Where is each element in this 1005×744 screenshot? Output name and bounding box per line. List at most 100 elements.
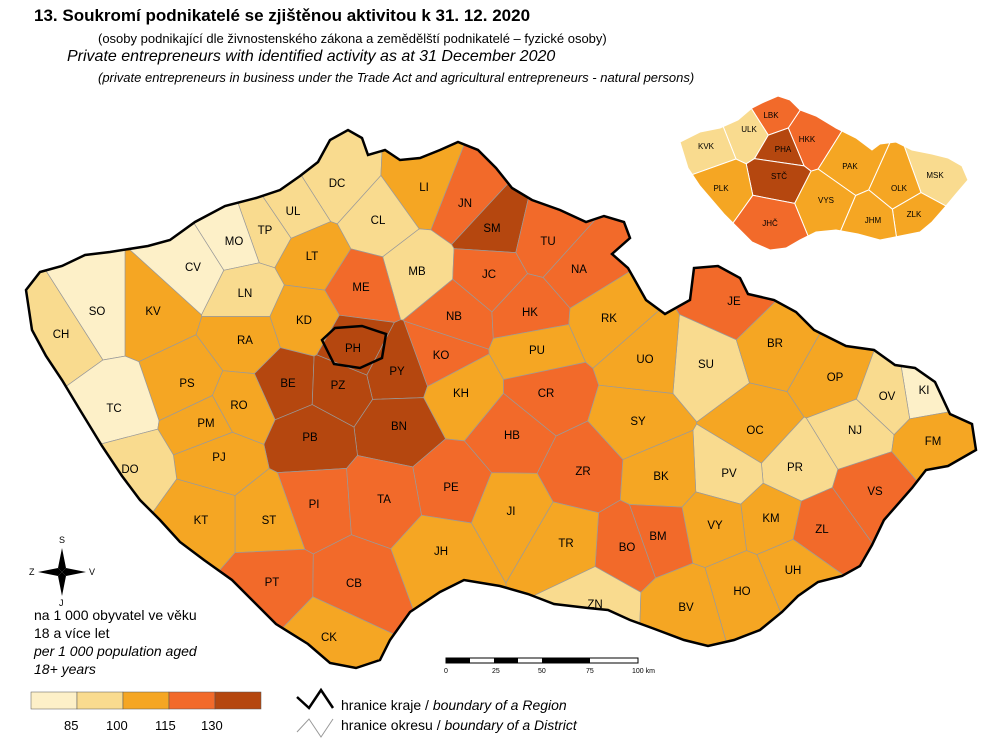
district-label-hk: HK (522, 307, 538, 319)
legend-break-85: 85 (64, 718, 79, 733)
district-label-bn: BN (391, 421, 407, 433)
district-label-lt: LT (306, 251, 319, 263)
legend-caption-line2: 18 a více let (34, 625, 110, 641)
district-label-pi: PI (309, 499, 320, 511)
district-label-zl: ZL (815, 524, 829, 536)
map-subtitle-cz: (osoby podnikající dle živnostenského zá… (98, 31, 607, 46)
district-label-ji: JI (507, 506, 516, 518)
prague-region-border (320, 324, 388, 370)
scale-tick-50: 50 (538, 668, 546, 675)
scale-tick-75: 75 (586, 668, 594, 675)
district-label-ps: PS (179, 378, 195, 390)
compass-east-label: V (89, 567, 95, 577)
scale-tick-25: 25 (492, 668, 500, 675)
region-label-ulk: ULK (741, 125, 757, 134)
district-label-sy: SY (630, 416, 646, 428)
region-label-pak: PAK (842, 162, 858, 171)
district-label-tu: TU (540, 236, 555, 248)
district-label-nj: NJ (848, 425, 862, 437)
district-label-su: SU (698, 359, 714, 371)
district-label-ho: HO (733, 586, 750, 598)
compass-east-arrow (62, 568, 86, 576)
compass-south-arrow (58, 572, 66, 596)
region-label-msk: MSK (926, 171, 944, 180)
district-label-zn: ZN (587, 599, 602, 611)
district-label-kh: KH (453, 388, 469, 400)
district-label-ro: RO (230, 400, 247, 412)
region-label-jhč: JHČ (762, 219, 778, 228)
district-label-tp: TP (258, 225, 273, 237)
district-label-ta: TA (377, 494, 391, 506)
region-label-jhm: JHM (865, 216, 882, 225)
district-label-kt: KT (194, 515, 209, 527)
district-label-jh: JH (434, 546, 448, 558)
scale-tick-100: 100 km (632, 668, 655, 675)
region-boundary-symbol (296, 687, 335, 710)
region-label-vys: VYS (818, 196, 834, 205)
district-boundary-label: hranice okresu / boundary of a District (341, 717, 577, 733)
district-label-cr: CR (538, 388, 555, 400)
map-title-en: Private entrepreneurs with identified ac… (67, 48, 556, 65)
district-boundary-symbol (296, 718, 334, 738)
region-label-olk: OLK (891, 184, 908, 193)
district-label-pv: PV (721, 468, 737, 480)
district-label-dc: DC (329, 178, 346, 190)
district-label-ch: CH (53, 329, 70, 341)
district-label-ov: OV (879, 391, 896, 403)
region-label-stč: STČ (771, 172, 787, 181)
district-label-bk: BK (653, 471, 669, 483)
district-label-kv: KV (145, 306, 161, 318)
legend-caption: na 1 000 obyvatel ve věku 18 a více let … (34, 606, 197, 678)
district-label-sm: SM (483, 223, 500, 235)
district-label-jc: JC (482, 269, 496, 281)
legend-caption-line4: 18+ years (34, 661, 96, 677)
legend-caption-line1: na 1 000 obyvatel ve věku (34, 607, 197, 623)
map-title: 13. Soukromí podnikatelé se zjištěnou ak… (34, 6, 531, 25)
district-label-so: SO (89, 306, 106, 318)
district-label-mb: MB (408, 266, 426, 278)
district-label-oc: OC (746, 425, 763, 437)
district-label-uo: UO (636, 354, 653, 366)
district-label-rk: RK (601, 313, 617, 325)
district-label-pe: PE (443, 482, 459, 494)
legend-break-115: 115 (155, 718, 176, 733)
region-boundary-label: hranice kraje / boundary of a Region (341, 697, 567, 713)
district-label-op: OP (827, 372, 844, 384)
region-label-kvk: KVK (698, 142, 715, 151)
scale-tick-0: 0 (444, 668, 448, 675)
district-label-je: JE (727, 296, 741, 308)
compass-south-label: J (59, 598, 64, 608)
inset-country-border (679, 95, 969, 251)
district-label-pb: PB (302, 432, 318, 444)
district-label-do: DO (121, 464, 138, 476)
district-label-bo: BO (619, 542, 636, 554)
district-label-ln: LN (238, 288, 253, 300)
district-label-li: LI (419, 182, 429, 194)
district-label-br: BR (767, 338, 783, 350)
district-label-bv: BV (678, 602, 694, 614)
district-label-ra: RA (237, 335, 253, 347)
district-label-pu: PU (529, 345, 545, 357)
region-label-zlk: ZLK (907, 210, 922, 219)
district-label-km: KM (762, 513, 779, 525)
district-label-pj: PJ (212, 452, 225, 464)
district-label-uh: UH (785, 565, 802, 577)
district-label-cv: CV (185, 262, 201, 274)
compass-west-arrow (38, 568, 62, 576)
country-border (24, 128, 978, 670)
legend-swatch-5 (214, 691, 262, 710)
district-label-be: BE (280, 378, 296, 390)
district-label-mo: MO (225, 236, 244, 248)
district-label-pr: PR (787, 462, 803, 474)
district-label-ph: PH (345, 343, 361, 355)
region-label-hkk: HKK (799, 135, 816, 144)
district-label-cl: CL (371, 215, 386, 227)
district-label-ul: UL (286, 206, 301, 218)
district-label-tc: TC (106, 403, 121, 415)
region-label-pha: PHA (775, 145, 792, 154)
